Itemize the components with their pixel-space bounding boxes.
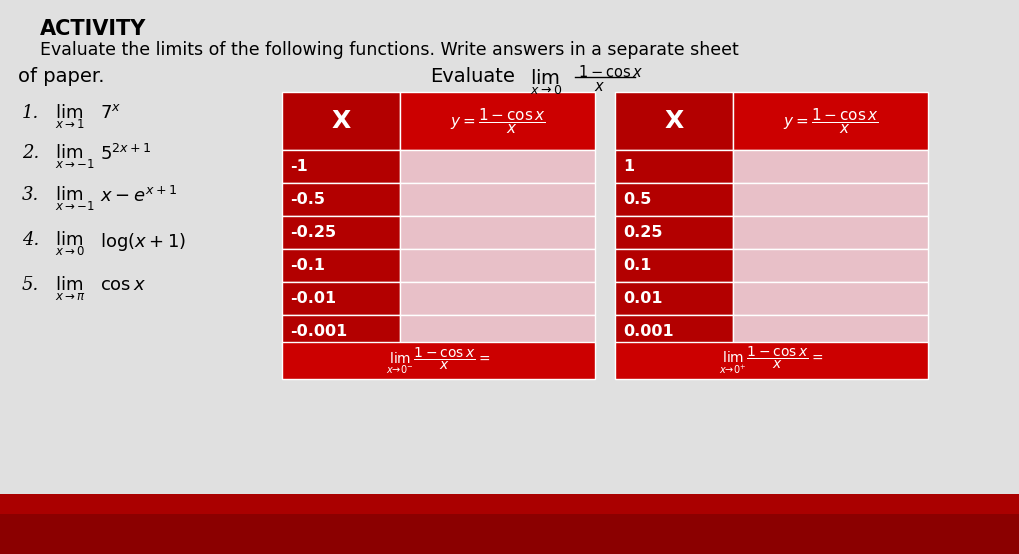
Text: -1: -1	[290, 159, 308, 174]
Bar	[282, 342, 595, 379]
Text: $x{\to}\pi$: $x{\to}\pi$	[55, 290, 86, 303]
Bar	[615, 183, 733, 216]
Bar	[400, 249, 595, 282]
Bar	[0, 494, 1019, 514]
Bar	[282, 150, 400, 183]
Text: 2.: 2.	[22, 144, 40, 162]
Bar	[400, 150, 595, 183]
Text: $x - e^{x+1}$: $x - e^{x+1}$	[100, 186, 177, 206]
Bar	[282, 249, 400, 282]
Text: 0.001: 0.001	[623, 324, 674, 339]
Text: $5^{2x+1}$: $5^{2x+1}$	[100, 144, 152, 164]
Bar	[615, 150, 733, 183]
Text: $\lim$: $\lim$	[55, 276, 83, 294]
Text: $x{\to}0$: $x{\to}0$	[55, 245, 86, 258]
Bar	[733, 315, 928, 348]
Text: 3.: 3.	[22, 186, 40, 204]
Bar	[400, 92, 595, 150]
Text: $\mathbf{X}$: $\mathbf{X}$	[330, 110, 352, 132]
Text: -0.01: -0.01	[290, 291, 336, 306]
Bar	[615, 249, 733, 282]
Text: 0.01: 0.01	[623, 291, 662, 306]
Text: Evaluate the limits of the following functions. Write answers in a separate shee: Evaluate the limits of the following fun…	[40, 41, 739, 59]
Bar	[400, 282, 595, 315]
Text: 0.5: 0.5	[623, 192, 651, 207]
Text: 1.: 1.	[22, 104, 40, 122]
Text: $\lim_{x\to 0^+}\dfrac{1-\cos x}{x} = $: $\lim_{x\to 0^+}\dfrac{1-\cos x}{x} = $	[719, 345, 823, 376]
Bar	[733, 150, 928, 183]
Text: $\cos x$: $\cos x$	[100, 276, 146, 294]
Bar	[282, 183, 400, 216]
Text: -0.25: -0.25	[290, 225, 336, 240]
Text: 5.: 5.	[22, 276, 40, 294]
Bar	[282, 282, 400, 315]
Text: $\lim$: $\lim$	[55, 144, 83, 162]
Bar	[733, 249, 928, 282]
Text: -0.5: -0.5	[290, 192, 325, 207]
Bar	[615, 216, 733, 249]
Bar	[733, 92, 928, 150]
Bar	[400, 216, 595, 249]
Text: $x{\to}1$: $x{\to}1$	[55, 118, 85, 131]
Bar	[400, 183, 595, 216]
Text: 1: 1	[623, 159, 634, 174]
Bar	[615, 342, 928, 379]
Text: of paper.: of paper.	[18, 67, 105, 86]
Text: $\mathbf{X}$: $\mathbf{X}$	[663, 110, 685, 132]
Bar	[282, 92, 400, 150]
Bar	[282, 315, 400, 348]
Text: $x{\to}0$: $x{\to}0$	[530, 84, 562, 97]
Text: 0.25: 0.25	[623, 225, 662, 240]
Text: $x{\to}{-1}$: $x{\to}{-1}$	[55, 200, 95, 213]
Text: $\lim_{x\to 0^-}\dfrac{1-\cos x}{x} = $: $\lim_{x\to 0^-}\dfrac{1-\cos x}{x} = $	[386, 345, 490, 376]
Text: $\log(x+1)$: $\log(x+1)$	[100, 231, 186, 253]
Text: $y = \dfrac{1-\cos x}{x}$: $y = \dfrac{1-\cos x}{x}$	[449, 106, 545, 136]
Text: $y = \dfrac{1-\cos x}{x}$: $y = \dfrac{1-\cos x}{x}$	[783, 106, 878, 136]
Text: -0.1: -0.1	[290, 258, 325, 273]
Text: $x{\to}{-1}$: $x{\to}{-1}$	[55, 158, 95, 171]
Text: $1-\cos x$: $1-\cos x$	[578, 64, 643, 80]
Text: Evaluate: Evaluate	[430, 67, 515, 86]
Text: $\lim$: $\lim$	[55, 186, 83, 204]
Text: $x$: $x$	[594, 80, 605, 94]
Bar	[400, 315, 595, 348]
Bar	[615, 282, 733, 315]
Text: $\lim$: $\lim$	[55, 231, 83, 249]
Bar	[615, 92, 733, 150]
Bar	[282, 216, 400, 249]
Bar	[733, 216, 928, 249]
Text: $\mathrm{lim}$: $\mathrm{lim}$	[530, 69, 560, 88]
Text: $\lim$: $\lim$	[55, 104, 83, 122]
Bar	[733, 183, 928, 216]
Bar	[733, 282, 928, 315]
Bar	[0, 494, 1019, 554]
Text: 4.: 4.	[22, 231, 40, 249]
Text: $7^x$: $7^x$	[100, 104, 121, 122]
Text: 0.1: 0.1	[623, 258, 651, 273]
Text: -0.001: -0.001	[290, 324, 347, 339]
Bar	[615, 315, 733, 348]
Text: ACTIVITY: ACTIVITY	[40, 19, 147, 39]
